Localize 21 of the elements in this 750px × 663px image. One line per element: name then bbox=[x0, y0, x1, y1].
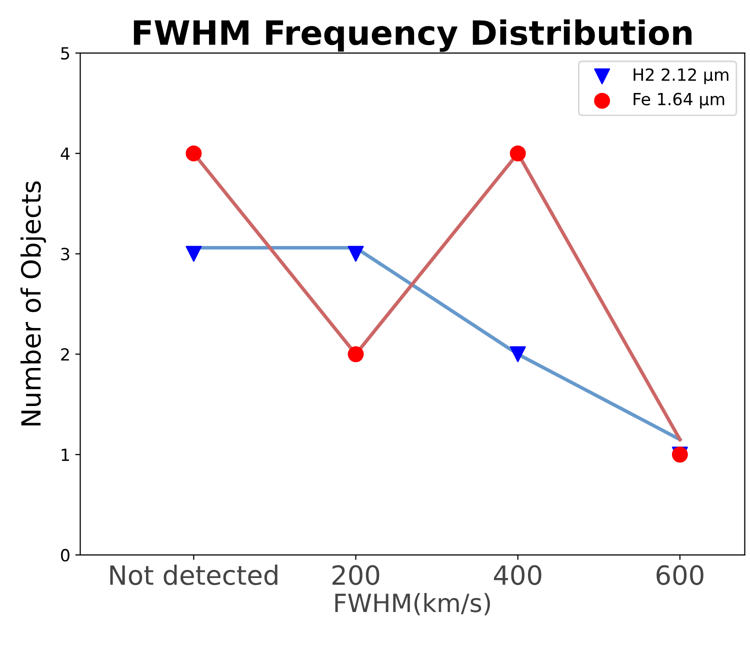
point bbox=[348, 346, 364, 362]
y-tick-label: 2 bbox=[61, 348, 69, 361]
y-tick-label: 5 bbox=[61, 47, 70, 60]
point bbox=[510, 346, 526, 362]
y-tick-label: 0 bbox=[61, 548, 70, 562]
x-tick-label: 400 bbox=[494, 565, 542, 586]
x-tick-label: 200 bbox=[332, 565, 380, 586]
point bbox=[510, 145, 526, 162]
y-tick-label: 3 bbox=[61, 248, 70, 260]
chart-title: FWHM Frequency Distribution bbox=[134, 19, 692, 52]
y-tick-label: 4 bbox=[60, 148, 70, 160]
y-axis-title: Number of Objects bbox=[20, 181, 46, 426]
legend-label: H2 2.12 µm bbox=[634, 68, 728, 84]
x-tick-label: Not detected bbox=[110, 564, 278, 586]
legend-label: Fe 1.64 µm bbox=[634, 92, 724, 109]
point bbox=[186, 145, 202, 162]
x-axis-title: FWHM(km/s) bbox=[335, 592, 490, 616]
x-tick-label: 600 bbox=[656, 565, 704, 586]
point bbox=[348, 246, 364, 262]
y-tick-label: 1 bbox=[62, 448, 69, 461]
point bbox=[186, 246, 202, 262]
